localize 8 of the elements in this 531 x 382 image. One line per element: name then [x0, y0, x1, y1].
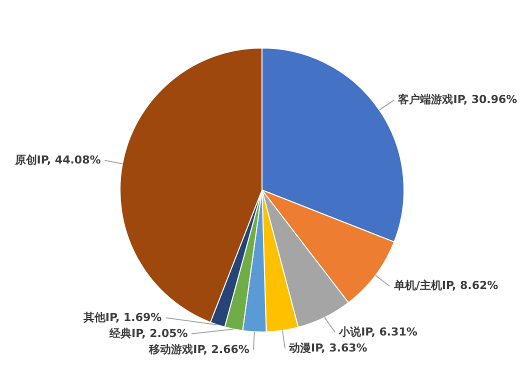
slice-label: 经典IP, 2.05% — [108, 326, 188, 340]
slice-label: 动漫IP, 3.63% — [288, 341, 368, 354]
slice-label: 小说IP, 6.31% — [338, 325, 418, 338]
slice-label: 原创IP, 44.08% — [14, 153, 101, 166]
slice-label: 单机/主机IP, 8.62% — [392, 279, 498, 292]
slice-label: 其他IP, 1.69% — [82, 310, 162, 324]
slice-label: 移动游戏IP, 2.66% — [148, 342, 250, 356]
slice-label: 客户端游戏IP, 30.96% — [397, 92, 518, 106]
